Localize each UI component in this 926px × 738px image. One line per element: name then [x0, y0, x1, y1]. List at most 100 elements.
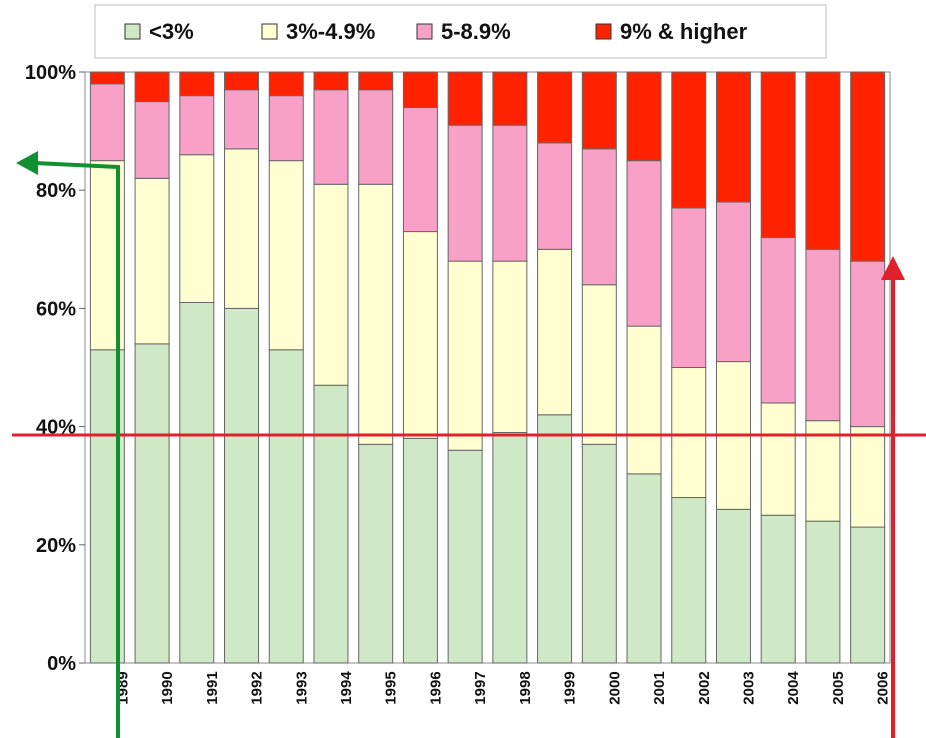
bar-segment	[671, 367, 707, 499]
plot-area	[84, 71, 891, 664]
x-tick-label: 1995	[383, 671, 400, 704]
legend-label: 9% & higher	[620, 19, 748, 44]
bar-segment	[581, 71, 617, 150]
bar-segment	[805, 520, 841, 664]
x-tick-label: 1993	[293, 671, 310, 704]
legend-label: 3%-4.9%	[286, 19, 375, 44]
bar-segment	[224, 89, 260, 150]
bar-segment	[715, 508, 751, 664]
y-tick-label: 80%	[36, 180, 76, 202]
bar-segment	[671, 207, 707, 368]
legend-swatch	[261, 23, 278, 40]
bar-segment	[581, 148, 617, 286]
bar-segment	[358, 443, 394, 664]
bar-segment	[537, 248, 573, 416]
bar-segment	[850, 71, 886, 262]
green-arrow-head	[16, 151, 38, 175]
bar-segment	[224, 71, 260, 91]
x-tick-label: 1994	[338, 671, 355, 705]
legend-box	[94, 4, 827, 59]
bar-segment	[581, 443, 617, 664]
bar-segment	[224, 148, 260, 309]
bar-segment	[492, 260, 528, 434]
bar-segment	[760, 402, 796, 516]
bar-segment	[537, 414, 573, 664]
bar-segment	[537, 142, 573, 250]
bar-segment	[358, 183, 394, 445]
bar-segment	[850, 260, 886, 428]
x-tick-label: 2000	[606, 671, 623, 704]
bar-segment	[179, 71, 215, 97]
bar-segment	[89, 71, 125, 85]
bar-segment	[134, 71, 170, 103]
green-arrow	[34, 161, 120, 738]
legend-label: 5-8.9%	[441, 19, 511, 44]
bar-segment	[805, 248, 841, 422]
x-tick-label: 2001	[651, 671, 668, 704]
x-tick-label: 1998	[517, 671, 534, 704]
bar-segment	[313, 384, 349, 664]
y-tick-label: 20%	[36, 535, 76, 557]
red-arrow-head	[881, 256, 905, 280]
bar-segment	[447, 260, 483, 451]
bar-segment	[492, 432, 528, 664]
bar-segment	[179, 154, 215, 303]
bar-segment	[402, 437, 438, 664]
bar-segment	[402, 71, 438, 108]
x-tick-label: 1996	[427, 671, 444, 704]
bar-segment	[760, 236, 796, 404]
bar-segment	[581, 284, 617, 445]
x-tick-label: 1999	[562, 671, 579, 704]
bar-segment	[313, 89, 349, 185]
bar-segment	[626, 71, 662, 162]
legend-swatch	[595, 23, 612, 40]
x-tick-label: 2006	[875, 671, 892, 704]
bar-segment	[447, 71, 483, 126]
x-tick-label: 1992	[249, 671, 266, 704]
bar-segment	[224, 307, 260, 664]
bar-segment	[447, 449, 483, 664]
x-tick-label: 2002	[696, 671, 713, 704]
y-tick-label: 40%	[36, 417, 76, 439]
bar-segment	[671, 497, 707, 664]
bar-segment	[715, 71, 751, 203]
legend-swatch	[416, 23, 433, 40]
bar-segment	[358, 71, 394, 91]
bar-segment	[179, 301, 215, 664]
bar-segment	[134, 177, 170, 345]
bar-segment	[313, 183, 349, 386]
bar-segment	[268, 71, 304, 97]
bar-segment	[447, 124, 483, 262]
y-tick-label: 60%	[36, 298, 76, 320]
bar-segment	[134, 101, 170, 179]
bar-segment	[715, 201, 751, 363]
bar-segment	[537, 71, 573, 144]
bar-segment	[134, 343, 170, 664]
bar-segment	[179, 95, 215, 156]
bar-segment	[626, 473, 662, 664]
bar-segment	[402, 106, 438, 233]
x-tick-label: 1991	[204, 671, 221, 704]
y-tick-label: 100%	[25, 62, 76, 84]
bar-segment	[492, 71, 528, 126]
bar-segment	[760, 514, 796, 664]
legend-label: <3%	[149, 19, 194, 44]
x-tick-label: 2003	[740, 671, 757, 704]
bar-segment	[313, 71, 349, 91]
bar-segment	[89, 83, 125, 162]
bar-segment	[850, 426, 886, 528]
bar-segment	[626, 325, 662, 475]
plot: 0%20%40%60%80%100%1989 1990 1991 1992 1993 19…	[25, 19, 892, 705]
bar-segment	[358, 89, 394, 185]
bar-segment	[268, 349, 304, 664]
bar-segment	[805, 71, 841, 250]
legend-swatch	[124, 23, 141, 40]
annotations	[12, 151, 926, 738]
bar-segment	[492, 124, 528, 262]
x-tick-label: 2005	[830, 671, 847, 704]
bar-segment	[671, 71, 707, 209]
bar-segment	[626, 160, 662, 327]
bar-segment	[805, 420, 841, 522]
bar-segment	[760, 71, 796, 238]
